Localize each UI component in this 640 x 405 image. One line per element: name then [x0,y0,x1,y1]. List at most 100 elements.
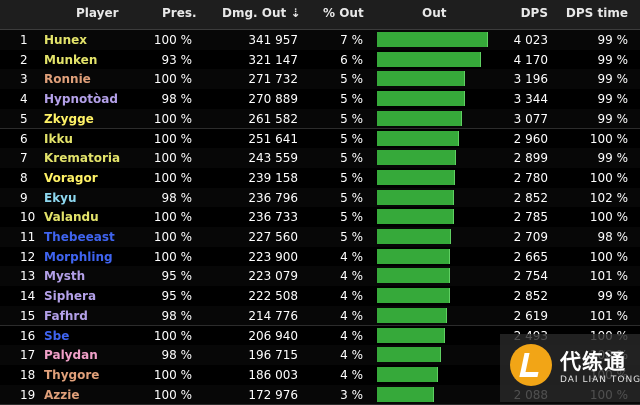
table-row[interactable]: 7 Krematoria 100 % 243 559 5 % 2 899 99 % [0,148,640,169]
row-player-name: Mysth [44,269,86,284]
row-damage-out: 172 976 [248,387,298,402]
row-player-name: Munken [44,52,98,67]
row-damage-out: 243 559 [248,151,298,166]
row-damage-out: 251 641 [248,131,298,146]
row-out-bar-fill [377,366,438,382]
row-out-bar [377,268,497,284]
row-dps: 2 899 [513,151,548,166]
row-damage-out: 341 957 [248,33,298,47]
row-damage-out: 239 158 [248,170,298,185]
header-presence[interactable]: Pres. [162,6,197,20]
row-rank: 11 [20,230,36,244]
row-out-bar-fill [377,130,459,146]
row-player-name: Azzie [44,387,80,402]
row-out-bar-fill [377,248,451,264]
row-player-name: Sbe [44,328,70,343]
row-dps-time: 99 % [597,33,629,47]
row-percent-out: 4 % [340,308,363,323]
row-rank: 9 [20,190,28,205]
header-damage-out[interactable]: Dmg. Out ⇣ [222,6,301,20]
row-dps: 2 852 [513,190,548,205]
table-row[interactable]: 9 Ekyu 98 % 236 796 5 % 2 852 102 % [0,187,640,209]
table-row[interactable]: 6 Ikku 100 % 251 641 5 % 2 960 100 % [0,128,640,150]
table-row[interactable]: 5 Zkygge 100 % 261 582 5 % 3 077 99 % [0,108,640,130]
row-presence: 100 % [153,328,192,343]
row-presence: 98 % [161,308,193,323]
row-dps: 2 754 [513,269,548,284]
row-dps: 2 665 [513,249,548,264]
row-player-name: Krematoria [44,151,121,166]
table-row[interactable]: 14 Siphera 95 % 222 508 4 % 2 852 99 % [0,286,640,307]
table-row[interactable]: 1 Hunex 100 % 341 957 7 % 4 023 99 % [0,30,640,51]
row-damage-out: 321 147 [248,52,298,67]
row-dps: 3 077 [513,111,548,126]
row-percent-out: 5 % [340,92,363,107]
row-rank: 17 [20,348,36,363]
row-out-bar [377,150,497,166]
table-row[interactable]: 4 Hypnotòad 98 % 270 889 5 % 3 344 99 % [0,89,640,110]
header-dps[interactable]: DPS [520,6,548,20]
header-player[interactable]: Player [76,6,119,20]
row-out-bar [377,169,497,185]
row-dps: 2 960 [513,131,548,146]
header-out-bar[interactable]: Out [422,6,447,20]
row-dps-time: 100 % [589,210,628,225]
row-out-bar-fill [377,169,455,185]
row-rank: 15 [20,308,36,323]
row-dps-time: 99 % [597,92,629,107]
row-damage-out: 223 079 [248,269,298,284]
row-player-name: Thebeeast [44,230,115,244]
table-row[interactable]: 3 Ronnie 100 % 271 732 5 % 3 196 99 % [0,69,640,91]
header-dps-time[interactable]: DPS time [565,6,628,20]
row-presence: 98 % [161,92,193,107]
table-row[interactable]: 12 Morphling 100 % 223 900 4 % 2 665 100 % [0,246,640,268]
row-percent-out: 6 % [340,52,363,67]
row-percent-out: 5 % [340,230,363,244]
row-rank: 1 [20,33,28,47]
row-presence: 100 % [153,249,192,264]
row-out-bar [377,32,497,47]
header-percent-out[interactable]: % Out [323,6,364,20]
row-dps-time: 99 % [597,52,629,67]
row-dps-time: 99 % [597,111,629,126]
table-row[interactable]: 2 Munken 93 % 321 147 6 % 4 170 99 % [0,49,640,71]
row-dps-time: 100 % [589,249,628,264]
row-damage-out: 236 796 [248,190,298,205]
row-percent-out: 4 % [340,328,363,343]
table-row[interactable]: 10 Valandu 100 % 236 733 5 % 2 785 100 % [0,207,640,228]
row-out-bar [377,347,497,363]
row-rank: 5 [20,111,28,126]
row-out-bar [377,91,497,107]
row-out-bar [377,110,497,126]
row-out-bar [377,288,497,304]
row-dps: 2 619 [513,308,548,323]
row-rank: 8 [20,170,28,185]
row-dps-time: 99 % [597,151,629,166]
row-presence: 100 % [153,33,192,47]
table-row[interactable]: 13 Mysth 95 % 223 079 4 % 2 754 101 % [0,266,640,288]
row-percent-out: 4 % [340,289,363,304]
table-row[interactable]: 11 Thebeeast 100 % 227 560 5 % 2 709 98 % [0,227,640,248]
row-dps-time: 102 % [589,190,628,205]
row-out-bar [377,366,497,382]
row-presence: 100 % [153,387,192,402]
row-dps: 2 785 [513,210,548,225]
row-dps-time: 101 % [589,308,628,323]
row-percent-out: 4 % [340,348,363,363]
row-out-bar-fill [377,327,445,343]
row-out-bar-fill [377,386,434,402]
row-out-bar [377,130,497,146]
row-player-name: Thygore [44,367,100,382]
row-out-bar-fill [377,209,455,225]
row-damage-out: 271 732 [248,72,298,87]
row-out-bar [377,386,497,402]
table-row[interactable]: 15 Fafhrd 98 % 214 776 4 % 2 619 101 % [0,305,640,327]
row-presence: 95 % [161,289,193,304]
row-presence: 100 % [153,210,192,225]
table-row[interactable]: 8 Voragor 100 % 239 158 5 % 2 780 100 % [0,167,640,189]
row-percent-out: 3 % [340,387,363,402]
row-dps-time: 101 % [589,269,628,284]
row-player-name: Siphera [44,289,97,304]
